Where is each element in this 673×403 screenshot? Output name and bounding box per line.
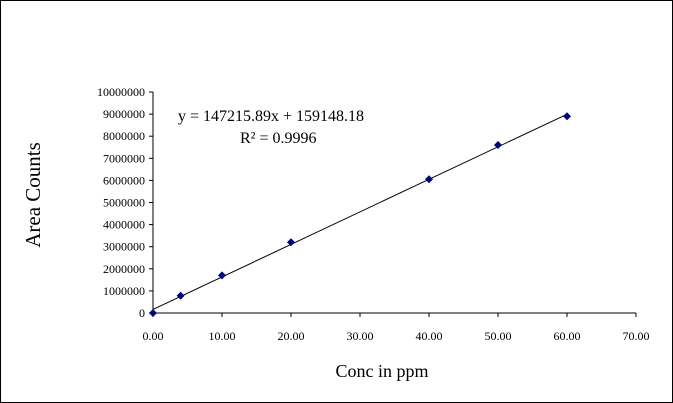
data-point	[176, 291, 185, 300]
x-tick-label: 40.00	[416, 329, 443, 343]
r-squared-label: R² = 0.9996	[240, 130, 317, 147]
equation-label: y = 147215.89x + 159148.18	[178, 108, 364, 125]
y-ticks: 0 1000000 2000000 3000000 4000000 5000000 6000…	[97, 85, 153, 320]
data-point	[287, 238, 295, 247]
axes	[152, 92, 636, 314]
y-tick-label: 3000000	[103, 240, 145, 254]
data-points	[149, 112, 571, 317]
x-ticks: 0.00 10.00 20.00 30.00 40.00 50.00 60.00 70.00	[143, 313, 650, 343]
data-point	[494, 141, 502, 150]
y-tick-label: 5000000	[103, 196, 145, 210]
y-tick-label: 7000000	[103, 151, 145, 165]
y-tick-label: 2000000	[103, 262, 145, 276]
data-point	[563, 112, 571, 121]
y-tick-label: 9000000	[103, 107, 145, 121]
x-axis-title: Conc in ppm	[336, 361, 429, 381]
y-tick-label: 0	[139, 306, 145, 320]
data-point	[149, 309, 157, 317]
trendline-group	[152, 113, 568, 310]
y-tick-label: 1000000	[103, 284, 145, 298]
data-point	[218, 271, 226, 280]
x-tick-label: 70.00	[623, 329, 650, 343]
data-point	[425, 175, 433, 184]
x-tick-label: 60.00	[554, 329, 581, 343]
y-tick-label: 10000000	[97, 85, 145, 99]
y-tick-label: 8000000	[103, 129, 145, 143]
x-tick-label: 50.00	[485, 329, 512, 343]
trendline	[152, 113, 568, 310]
y-tick-label: 4000000	[103, 218, 145, 232]
x-tick-label: 30.00	[347, 329, 374, 343]
x-tick-label: 0.00	[143, 329, 164, 343]
x-tick-label: 10.00	[209, 329, 236, 343]
y-axis-title: Area Counts	[21, 142, 45, 248]
y-tick-label: 6000000	[103, 173, 145, 187]
x-tick-label: 20.00	[278, 329, 305, 343]
